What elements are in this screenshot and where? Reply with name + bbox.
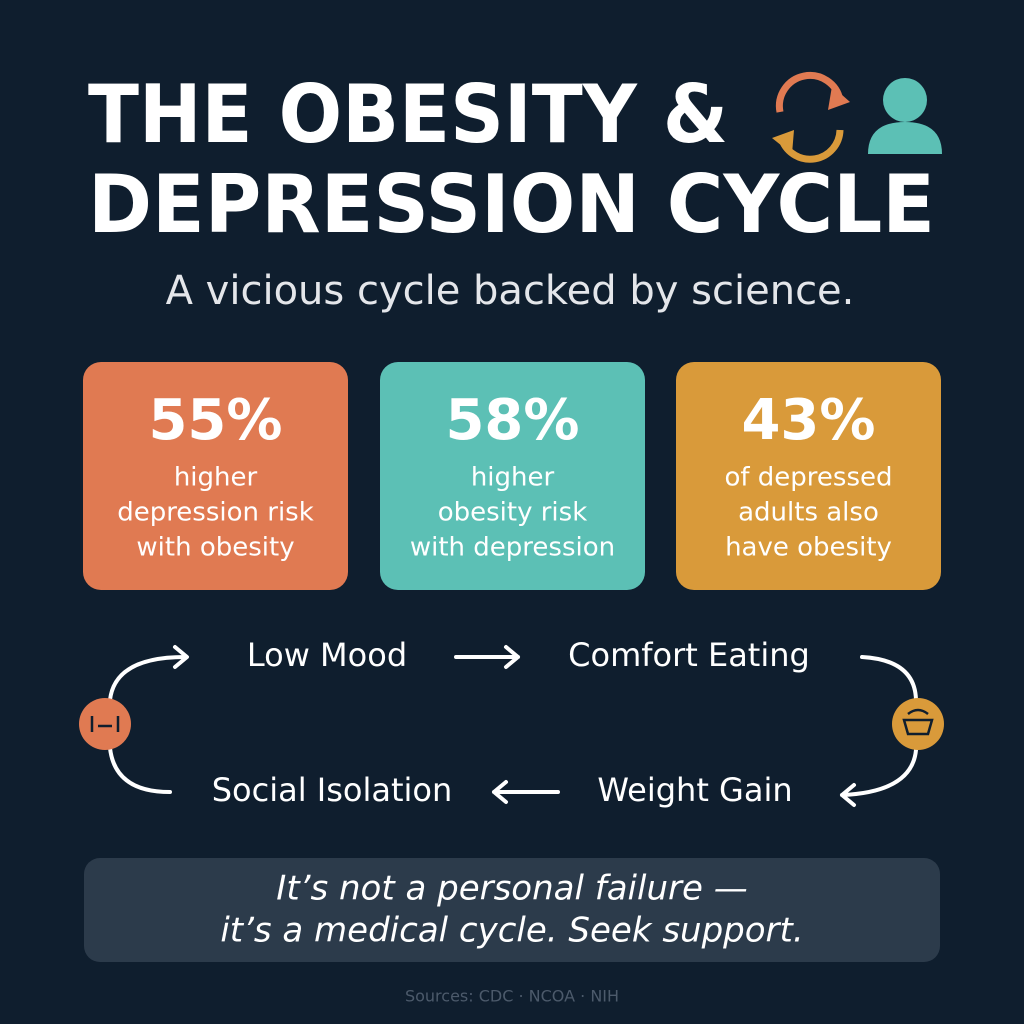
stat-description: with depression <box>410 533 615 563</box>
cycle-step: Social Isolation <box>212 771 453 809</box>
stat-description: depression risk <box>117 498 314 528</box>
stat-card <box>380 362 645 590</box>
stat-description: higher <box>174 463 258 493</box>
cycle-step: Weight Gain <box>597 771 792 809</box>
stat-card <box>83 362 348 590</box>
stat-value: 43% <box>741 388 875 453</box>
cycle-step: Low Mood <box>247 636 407 674</box>
subtitle: A vicious cycle backed by science. <box>166 268 855 314</box>
stat-description: obesity risk <box>438 498 588 528</box>
cycle-icon <box>772 71 850 163</box>
stat-value: 58% <box>445 388 579 453</box>
stat-description: adults also <box>738 498 879 528</box>
cycle-step: Comfort Eating <box>568 636 810 674</box>
stat-description: with obesity <box>136 533 294 563</box>
person-icon <box>868 78 942 154</box>
cycle-arrows <box>79 645 944 807</box>
message-line: it’s a medical cycle. Seek support. <box>220 911 803 951</box>
stat-value: 55% <box>148 388 282 453</box>
sources: Sources: CDC · NCOA · NIH <box>405 987 619 1006</box>
title-line: DEPRESSION CYCLE <box>88 158 935 251</box>
stat-description: higher <box>471 463 555 493</box>
stat-description: have obesity <box>725 533 892 563</box>
message-line: It’s not a personal failure — <box>276 869 747 909</box>
message-box <box>84 858 940 962</box>
title-line: THE OBESITY & <box>88 68 728 161</box>
stat-card <box>676 362 941 590</box>
stat-description: of depressed <box>724 463 892 493</box>
